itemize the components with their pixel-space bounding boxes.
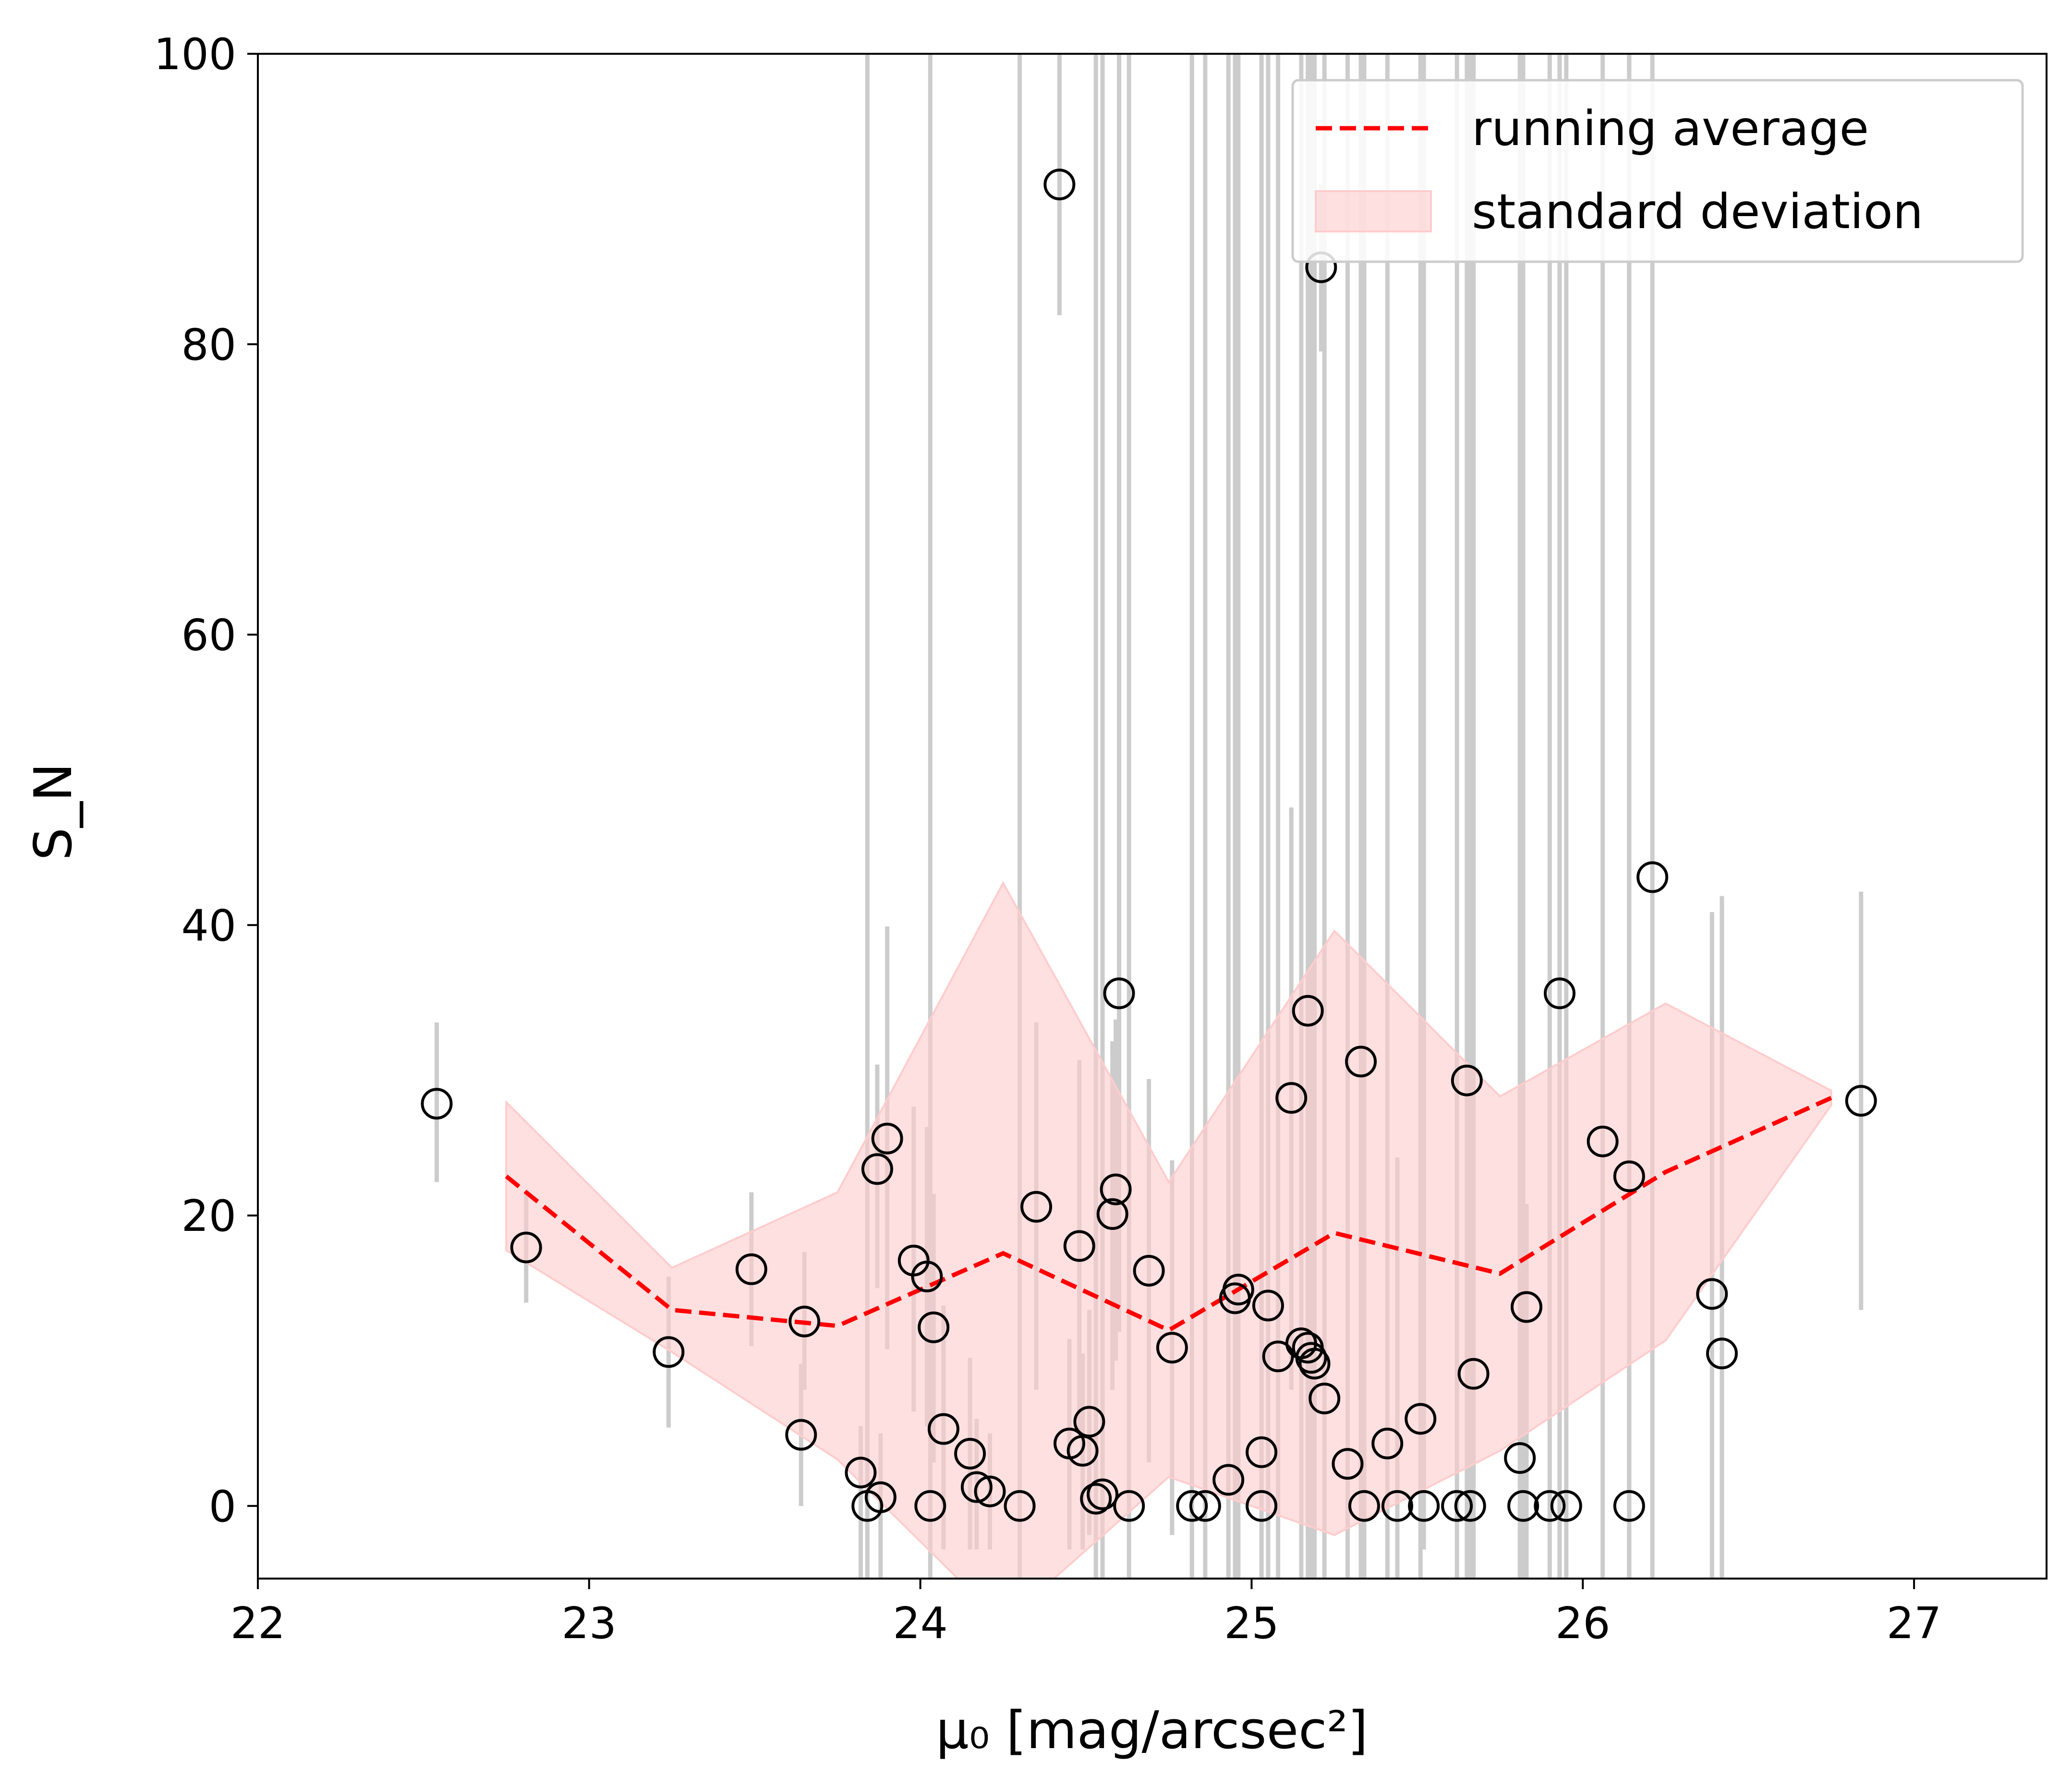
data-point bbox=[1510, 1291, 1542, 1323]
data-point bbox=[1212, 1464, 1245, 1496]
data-point bbox=[1405, 1403, 1437, 1435]
x-tick-label: 22 bbox=[230, 1598, 286, 1649]
x-tick-label: 26 bbox=[1555, 1598, 1611, 1649]
x-tick-label: 24 bbox=[893, 1598, 948, 1649]
x-tick-label: 27 bbox=[1887, 1598, 1942, 1649]
data-point bbox=[1292, 995, 1324, 1027]
data-point bbox=[1113, 1490, 1145, 1522]
data-point bbox=[1332, 1448, 1364, 1480]
data-point bbox=[1543, 977, 1575, 1009]
data-point bbox=[1706, 1337, 1738, 1370]
data-point bbox=[1534, 1490, 1566, 1522]
data-point bbox=[1100, 1173, 1132, 1205]
data-point bbox=[1451, 1064, 1483, 1096]
data-point bbox=[1066, 1434, 1099, 1467]
data-point bbox=[914, 1490, 946, 1522]
running-average-layer bbox=[505, 1096, 1832, 1333]
data-point bbox=[1408, 1490, 1440, 1522]
data-point bbox=[1103, 977, 1135, 1009]
data-point bbox=[1080, 1483, 1112, 1515]
data-point bbox=[1348, 1490, 1380, 1522]
data-point bbox=[845, 1457, 877, 1489]
y-axis-title: S_N bbox=[24, 763, 84, 860]
data-point bbox=[1507, 1490, 1539, 1522]
data-point bbox=[954, 1437, 986, 1470]
legend-label-standard-deviation: standard deviation bbox=[1472, 183, 1923, 240]
plot-frame bbox=[257, 53, 2048, 1580]
x-tick-label: 25 bbox=[1224, 1598, 1279, 1649]
data-point bbox=[1246, 1436, 1278, 1468]
data-point bbox=[960, 1471, 993, 1503]
data-point bbox=[1096, 1198, 1128, 1230]
y-tick-label: 40 bbox=[181, 900, 236, 951]
data-point bbox=[1441, 1490, 1473, 1522]
data-point bbox=[1696, 1278, 1728, 1310]
data-point bbox=[1156, 1332, 1188, 1364]
data-point bbox=[1063, 1230, 1095, 1262]
data-point bbox=[421, 1088, 453, 1120]
data-point bbox=[1550, 1490, 1582, 1522]
data-point bbox=[1613, 1490, 1645, 1522]
y-tick-label: 60 bbox=[181, 610, 236, 661]
std-band bbox=[505, 881, 1832, 1579]
data-point bbox=[1381, 1490, 1413, 1522]
y-tick-label: 80 bbox=[181, 320, 236, 370]
data-point bbox=[871, 1122, 903, 1155]
data-point bbox=[788, 1305, 821, 1337]
data-point bbox=[1845, 1085, 1877, 1117]
data-point bbox=[785, 1419, 817, 1451]
legend-swatch-standard-deviation bbox=[1315, 190, 1432, 232]
data-point bbox=[1246, 1490, 1278, 1522]
data-point bbox=[1020, 1191, 1053, 1223]
data-point bbox=[927, 1413, 959, 1445]
data-point bbox=[1043, 169, 1076, 201]
y-tick-label: 20 bbox=[181, 1191, 236, 1241]
data-point bbox=[911, 1261, 943, 1293]
data-point bbox=[1004, 1490, 1036, 1522]
data-point bbox=[1454, 1490, 1486, 1522]
data-point bbox=[1345, 1045, 1377, 1078]
data-point bbox=[1252, 1289, 1284, 1322]
data-point bbox=[1087, 1478, 1119, 1510]
data-point bbox=[974, 1475, 1006, 1507]
data-point bbox=[1371, 1427, 1404, 1459]
data-points bbox=[421, 169, 1877, 1522]
data-point bbox=[1189, 1490, 1221, 1522]
data-point bbox=[918, 1311, 950, 1343]
data-point bbox=[1636, 861, 1669, 893]
data-point bbox=[1309, 1383, 1341, 1415]
data-point bbox=[1275, 1082, 1308, 1114]
data-point bbox=[1587, 1125, 1619, 1157]
x-axis: 22 23 24 25 26 27 bbox=[230, 1579, 1942, 1649]
data-point bbox=[1298, 1348, 1331, 1380]
legend-frame bbox=[1291, 79, 2024, 263]
data-point bbox=[1222, 1274, 1254, 1306]
y-tick-label: 0 bbox=[209, 1482, 236, 1532]
data-point bbox=[1613, 1160, 1645, 1192]
data-point bbox=[735, 1253, 767, 1285]
running-average-line bbox=[505, 1096, 1832, 1333]
x-tick-label: 23 bbox=[562, 1598, 617, 1649]
legend-label-running-average: running average bbox=[1472, 100, 1869, 157]
y-axis: 0 20 40 60 80 100 bbox=[154, 29, 258, 1532]
data-point bbox=[1176, 1490, 1208, 1522]
data-point bbox=[510, 1231, 542, 1264]
data-point bbox=[1295, 1342, 1327, 1374]
x-axis-title: μ₀ [mag/arcsec²] bbox=[936, 1701, 1368, 1761]
data-point bbox=[864, 1481, 897, 1513]
data-point bbox=[653, 1336, 685, 1368]
data-point bbox=[1457, 1358, 1490, 1390]
y-tick-label: 100 bbox=[154, 29, 236, 80]
data-point bbox=[1073, 1406, 1105, 1438]
data-point bbox=[1504, 1442, 1536, 1474]
data-point bbox=[1133, 1254, 1165, 1287]
data-point bbox=[861, 1153, 893, 1185]
standard-deviation-band bbox=[505, 881, 1832, 1579]
legend: running average standard deviation bbox=[1291, 79, 2024, 263]
